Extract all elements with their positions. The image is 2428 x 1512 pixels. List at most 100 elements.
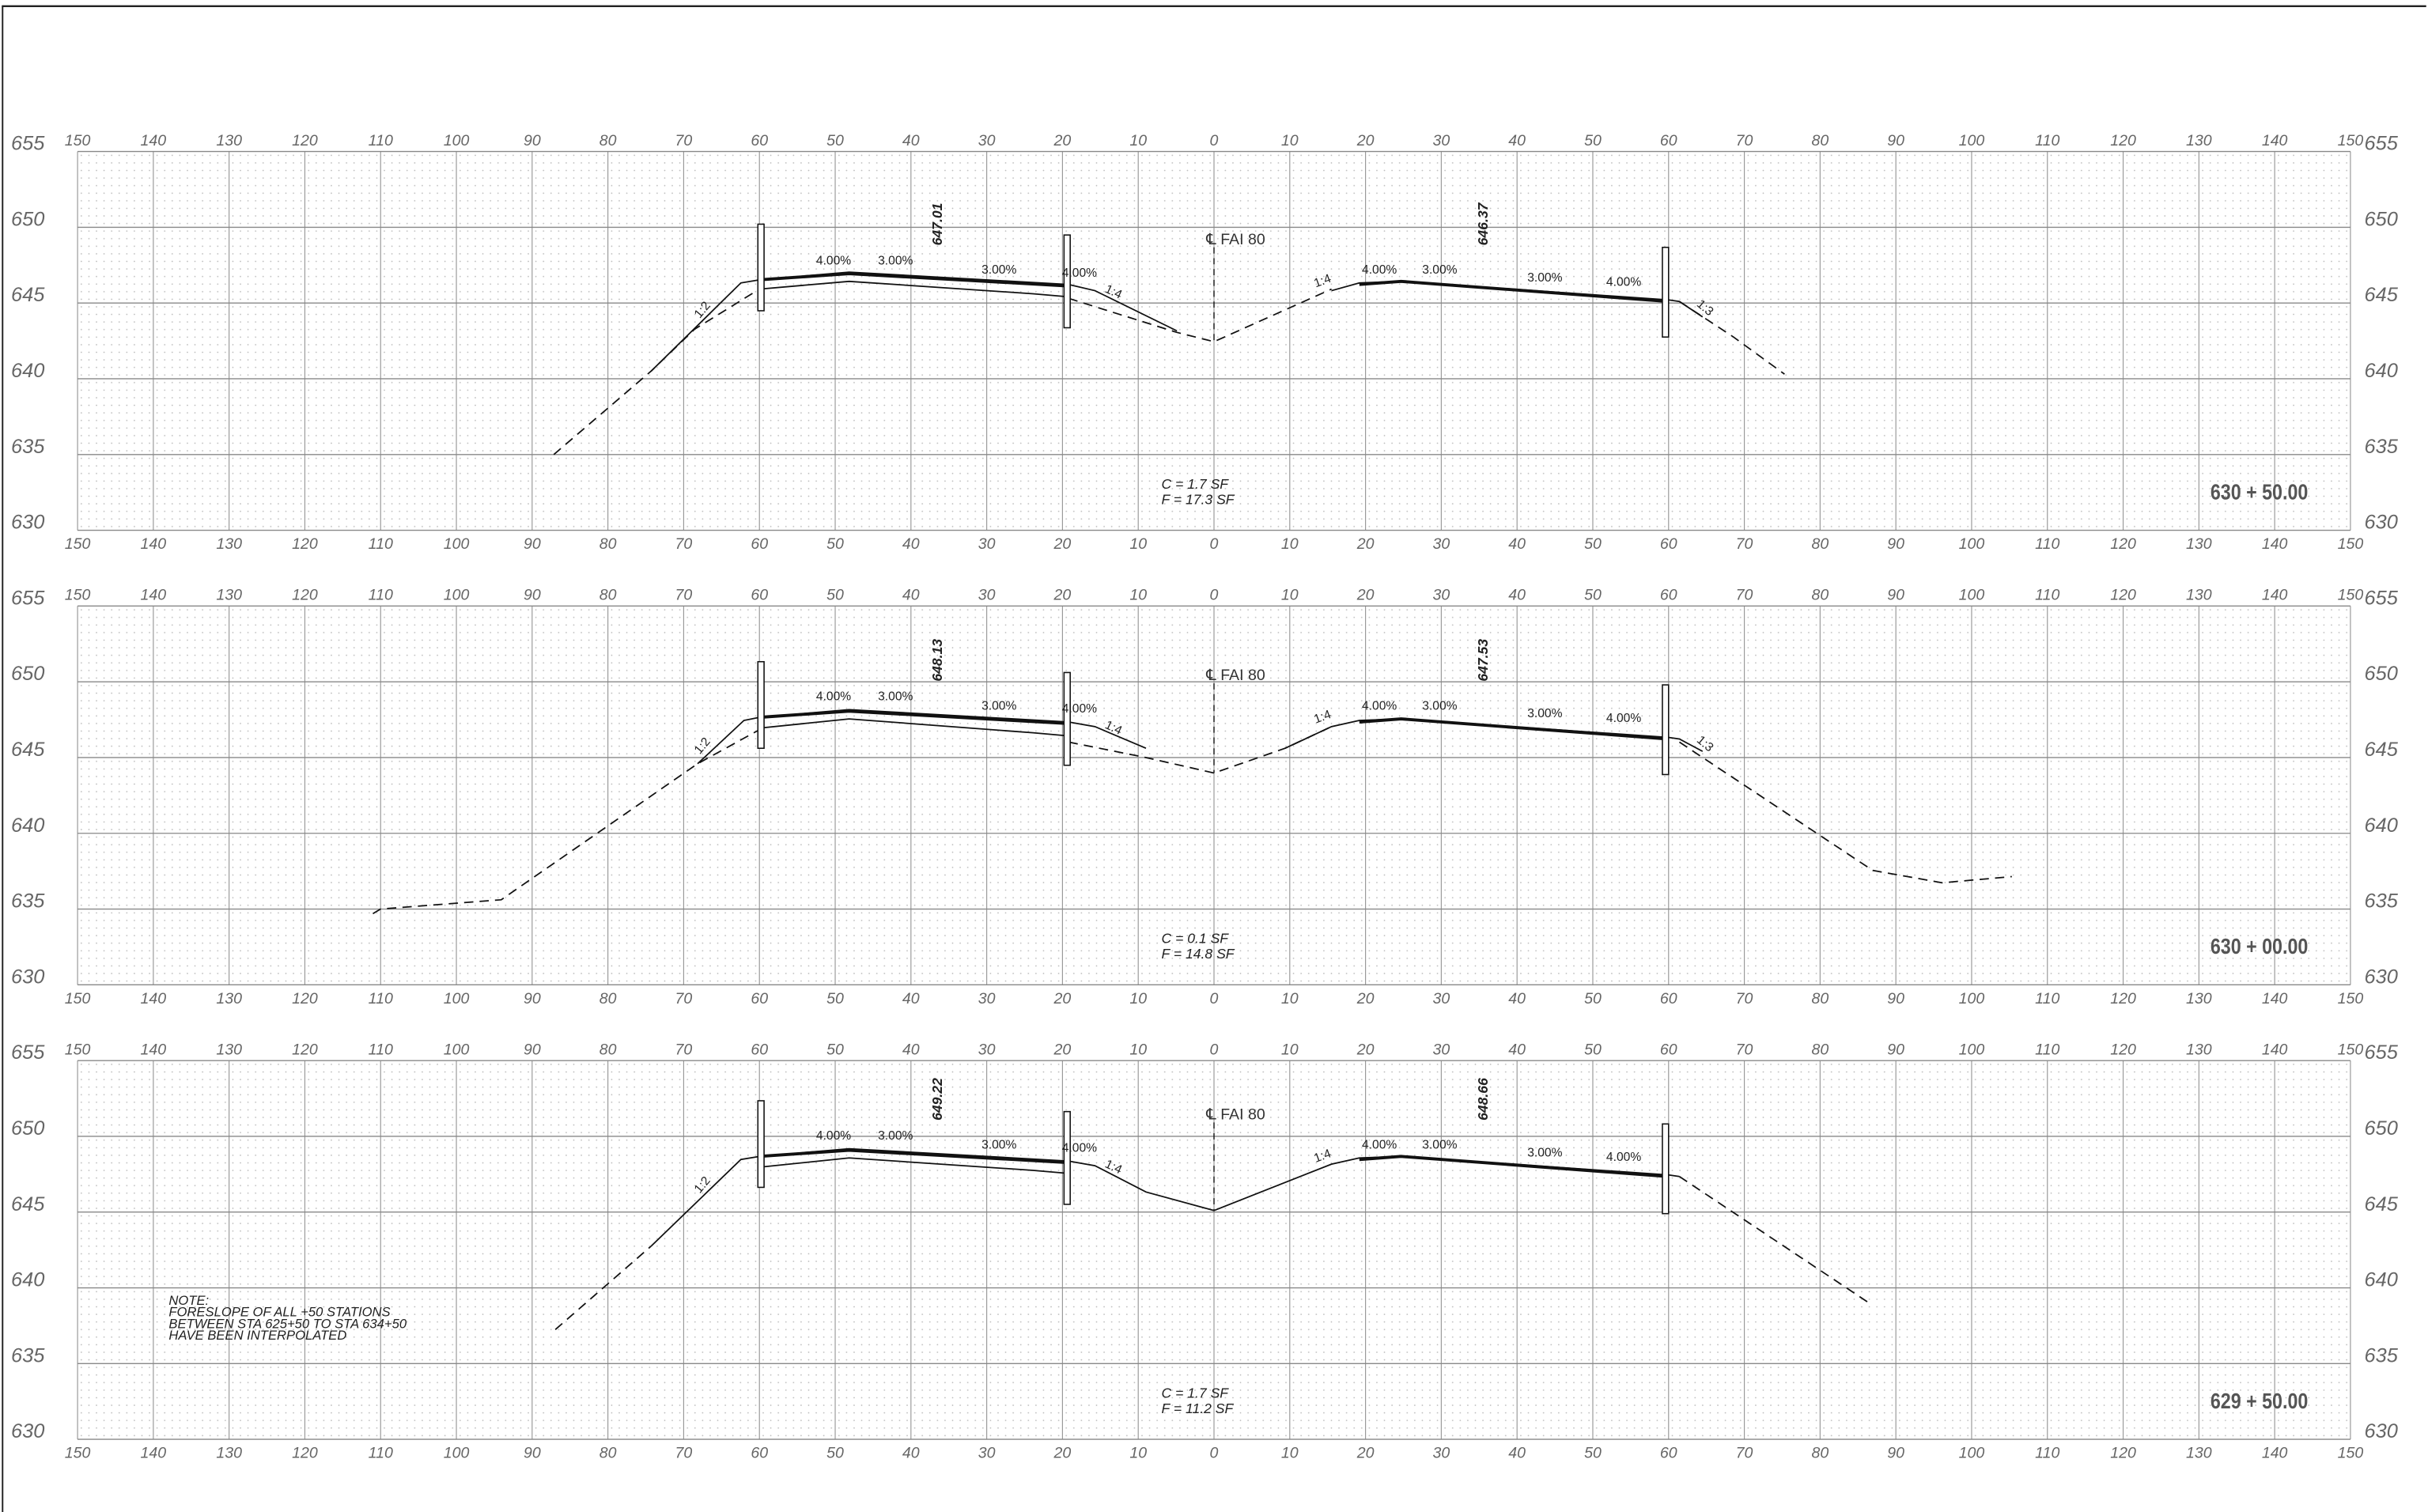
slope-label: 3.00% (1422, 699, 1457, 713)
offset-label: 130 (2186, 1041, 2212, 1058)
offset-label: 150 (65, 587, 91, 604)
offset-label: 100 (444, 535, 470, 553)
offset-label: 100 (1959, 587, 1985, 604)
offset-label: 130 (216, 535, 242, 553)
offset-label: 90 (524, 1445, 541, 1462)
offset-label: 50 (826, 990, 844, 1007)
section-geometry (373, 660, 2012, 915)
subgrade (759, 718, 1069, 737)
offset-label: 60 (751, 587, 768, 604)
pavement (759, 709, 1069, 725)
offset-label: 140 (2262, 132, 2288, 149)
offset-label: 120 (292, 587, 318, 604)
offset-label: 10 (1129, 990, 1147, 1007)
offset-label: 10 (1129, 1041, 1147, 1058)
offset-label: 20 (1356, 132, 1375, 149)
slope-label: 4.00% (1606, 712, 1641, 725)
elevation-label: 635 (2365, 1344, 2399, 1366)
offset-label: 80 (1811, 535, 1829, 553)
guardrail-post (757, 223, 765, 312)
offset-label: 80 (599, 990, 617, 1007)
offset-label: 70 (1736, 990, 1753, 1007)
offset-label: 120 (2110, 535, 2136, 553)
offset-label: 140 (141, 132, 167, 149)
offset-label: 130 (2186, 132, 2212, 149)
offset-label: 100 (444, 1041, 470, 1058)
guardrail-post (1662, 247, 1670, 338)
section-geometry (554, 1100, 1870, 1330)
offset-label: 80 (1811, 132, 1829, 149)
offset-label: 20 (1356, 990, 1375, 1007)
fill-area: F = 17.3 SF (1162, 491, 1235, 507)
offset-label: 140 (141, 535, 167, 553)
offset-label: 20 (1053, 1041, 1072, 1058)
cut-area: C = 1.7 SF (1162, 1385, 1230, 1400)
offset-label: 110 (369, 990, 393, 1007)
elevation-label: 635 (11, 1344, 45, 1366)
slope-label: 1:4 (1312, 708, 1333, 727)
offset-label: 60 (1660, 587, 1677, 604)
elevation-label: 640 (2365, 360, 2398, 382)
offset-label: 150 (2338, 1041, 2364, 1058)
offset-label: 110 (2035, 1445, 2059, 1462)
offset-label: 80 (599, 1041, 617, 1058)
offset-label: 90 (1887, 132, 1904, 149)
offset-label: 120 (292, 535, 318, 553)
offset-label: 0 (1210, 132, 1219, 149)
offset-label: 80 (599, 587, 617, 604)
pavement (1359, 717, 1669, 741)
offset-label: 30 (978, 132, 996, 149)
elevation-label: 645 (2365, 1193, 2399, 1215)
offset-label: 30 (978, 990, 996, 1007)
slope-label: 4.00% (1606, 1151, 1641, 1164)
offset-label: 110 (369, 1041, 393, 1058)
offset-label: 150 (65, 1041, 91, 1058)
offset-label: 0 (1210, 990, 1219, 1007)
guardrail-post (1662, 684, 1670, 776)
offset-label: 10 (1129, 132, 1147, 149)
offset-label: 110 (2035, 535, 2059, 553)
offset-label: 20 (1356, 587, 1375, 604)
offset-label: 130 (216, 1041, 242, 1058)
offset-label: 110 (369, 1445, 393, 1462)
pavement (759, 1148, 1069, 1165)
offset-label: 0 (1210, 535, 1219, 553)
offset-label: 50 (1584, 132, 1602, 149)
offset-label: 120 (2110, 1445, 2136, 1462)
offset-label: 0 (1210, 587, 1219, 604)
section-geometry (553, 223, 1785, 455)
offset-label: 10 (1281, 587, 1299, 604)
offset-label: 120 (292, 1445, 318, 1462)
subgrade (759, 280, 1069, 298)
offset-label: 20 (1053, 1445, 1072, 1462)
offset-label: 140 (2262, 587, 2288, 604)
offset-label: 30 (1433, 587, 1450, 604)
offset-label: 140 (141, 1041, 167, 1058)
offset-label: 40 (1508, 132, 1526, 149)
offset-label: 120 (2110, 587, 2136, 604)
offset-label: 90 (524, 132, 541, 149)
offset-label: 40 (902, 990, 920, 1007)
offset-label: 60 (1660, 132, 1677, 149)
offset-label: 60 (1660, 1041, 1677, 1058)
elevation-label: 630 (2365, 1420, 2398, 1442)
existing-ground (1678, 741, 2012, 884)
offset-label: 100 (444, 1445, 470, 1462)
offset-label: 150 (65, 535, 91, 553)
offset-label: 30 (978, 1445, 996, 1462)
centerline-label: ℄ FAI 80 (1205, 231, 1265, 248)
offset-label: 150 (2338, 1445, 2364, 1462)
offset-label: 40 (902, 587, 920, 604)
offset-label: 100 (1959, 132, 1985, 149)
offset-label: 20 (1356, 1041, 1375, 1058)
offset-label: 70 (1736, 535, 1753, 553)
offset-label: 40 (1508, 1445, 1526, 1462)
offset-label: 50 (1584, 1445, 1602, 1462)
offset-label: 70 (675, 1041, 693, 1058)
slope-label: 4.00% (1362, 699, 1397, 713)
offset-label: 70 (675, 587, 693, 604)
cut-area: C = 1.7 SF (1162, 476, 1230, 492)
